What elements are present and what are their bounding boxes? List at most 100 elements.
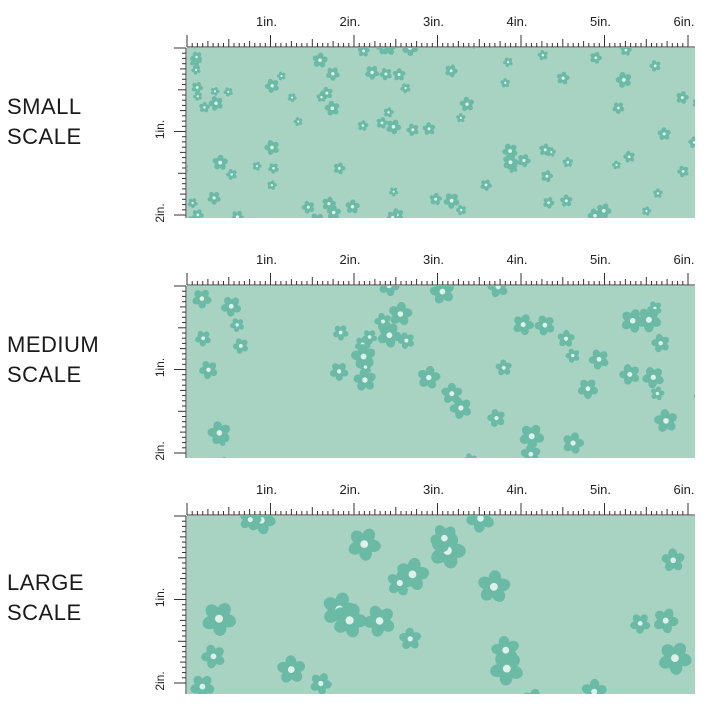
- flower-center: [196, 213, 200, 217]
- flower-center: [235, 215, 240, 218]
- flower-petal: [655, 610, 666, 622]
- flower-petal: [298, 121, 303, 125]
- flower-petal: [663, 133, 670, 140]
- flower-petal: [564, 162, 569, 168]
- flower-icon: [534, 315, 555, 336]
- flower-petal: [393, 215, 400, 218]
- flower-petal: [202, 360, 210, 370]
- flower-center: [591, 688, 598, 694]
- fabric-background: [187, 48, 695, 218]
- flower-petal: [427, 378, 437, 389]
- flower-icon: [630, 614, 651, 634]
- flower-petal: [224, 296, 233, 306]
- flower-petal: [461, 206, 466, 211]
- flower-petal: [506, 640, 519, 653]
- ruler-inch-label: 3in.: [423, 482, 444, 497]
- flower-icon: [348, 528, 381, 561]
- flower-center: [458, 405, 464, 411]
- flower-center: [427, 127, 431, 131]
- flower-center: [570, 440, 576, 446]
- panel-small-scale: SMALL SCALE 1in. 2in. 3in. 4in. 5in. 6in. 1in.…: [0, 0, 720, 240]
- flower-icon: [357, 120, 369, 131]
- flower-icon: [588, 349, 609, 370]
- flower-center: [350, 204, 355, 209]
- flower-petal: [310, 681, 321, 691]
- flower-petal: [622, 311, 633, 322]
- flower-center: [662, 132, 666, 136]
- flower-center: [214, 101, 218, 106]
- flower-center: [404, 86, 407, 90]
- flower-petal: [621, 319, 633, 330]
- flower-petal: [412, 129, 419, 135]
- flower-center: [459, 208, 463, 212]
- flower-petal: [359, 545, 372, 561]
- flower-icon: [500, 77, 511, 88]
- flower-petal: [406, 334, 414, 342]
- flower-petal: [211, 198, 217, 205]
- flower-petal: [316, 214, 323, 218]
- flower-icon: [199, 101, 210, 113]
- flower-petal: [392, 211, 398, 218]
- flower-center: [361, 124, 365, 127]
- flower-petal: [490, 664, 506, 678]
- flower-icon: [187, 198, 198, 209]
- flower-petal: [657, 193, 662, 198]
- flower-petal: [209, 191, 215, 198]
- flower-petal: [387, 120, 394, 128]
- flower-petal: [645, 367, 655, 377]
- flower-petal: [504, 362, 512, 370]
- flower-petal: [368, 330, 376, 337]
- flower-center: [601, 209, 606, 213]
- flower-petal: [387, 211, 394, 218]
- flower-petal: [654, 618, 666, 630]
- flower-center: [195, 55, 198, 59]
- flower-petal: [504, 57, 509, 62]
- flower-petal: [205, 604, 220, 619]
- flower-petal: [272, 146, 279, 154]
- flower-icon: [201, 644, 225, 669]
- flower-icon: [480, 179, 492, 191]
- flower-center: [541, 54, 545, 57]
- flower-center: [561, 76, 565, 80]
- flower-petal: [428, 128, 435, 135]
- flower-petal: [452, 199, 460, 206]
- flower-icon: [659, 642, 692, 675]
- flower-petal: [629, 156, 635, 162]
- flower-petal: [480, 586, 495, 601]
- flower-petal: [626, 48, 632, 52]
- flower-icon: [232, 338, 249, 354]
- flower-icon: [462, 453, 477, 458]
- flower-petal: [434, 199, 440, 206]
- flower-center: [650, 374, 656, 380]
- flower-petal: [232, 211, 238, 217]
- flower-petal: [545, 176, 551, 183]
- flower-petal: [208, 100, 216, 107]
- flower-petal: [386, 73, 392, 79]
- flower-petal: [252, 162, 257, 167]
- flower-center: [362, 377, 368, 383]
- flower-petal: [202, 615, 218, 630]
- flower-petal: [350, 530, 365, 545]
- flower-center: [571, 353, 575, 358]
- flower-petal: [371, 622, 384, 637]
- flower-petal: [504, 82, 510, 88]
- flower-petal: [351, 206, 358, 214]
- flower-petal: [365, 362, 373, 369]
- flower-center: [247, 516, 253, 523]
- ruler-inch-label: 4in.: [507, 252, 528, 267]
- flower-petal: [364, 330, 371, 337]
- flower-petal: [544, 150, 550, 156]
- flower-center: [617, 106, 620, 110]
- flower-petal: [345, 621, 359, 638]
- flower-petal: [616, 164, 621, 169]
- flower-petal: [216, 102, 223, 109]
- flower-center: [407, 636, 413, 642]
- flower-center: [391, 215, 395, 218]
- flower-petal: [456, 115, 461, 120]
- flower-icon: [478, 570, 511, 602]
- flower-icon: [619, 364, 640, 385]
- flower-icon: [429, 192, 442, 206]
- flower-icon: [312, 52, 328, 68]
- flower-petal: [568, 159, 573, 164]
- flower-petal: [318, 60, 326, 68]
